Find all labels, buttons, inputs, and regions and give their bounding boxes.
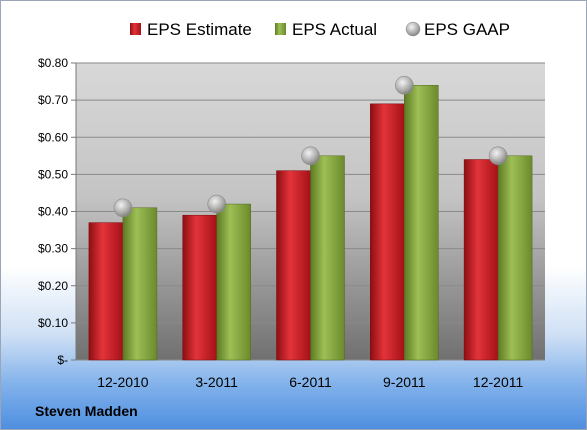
- eps-gaap-marker: [301, 146, 320, 166]
- eps-gaap-marker: [394, 75, 414, 95]
- eps-estimate-bar: [182, 214, 217, 361]
- y-tick-label: $0.80: [38, 56, 68, 70]
- y-axis-ticks: $- $0.10 $0.20 $0.30 $0.40 $0.50 $0.60 $0.70 $0.…: [38, 56, 77, 367]
- legend-swatch: [405, 21, 421, 37]
- company-name: Steven Madden: [35, 403, 138, 419]
- eps-estimate-bar: [276, 170, 311, 361]
- eps-estimate-bar: [463, 159, 499, 361]
- x-tick-label: 9-2011: [383, 374, 426, 390]
- x-tick-label: 12-2010: [97, 374, 149, 390]
- eps-gaap-marker: [488, 146, 508, 166]
- eps-actual-bar: [497, 155, 533, 361]
- eps-gaap-marker: [113, 198, 133, 218]
- legend-swatch: [275, 23, 286, 35]
- y-tick-label: $0.70: [38, 93, 68, 107]
- x-tick-label: 6-2011: [289, 374, 332, 390]
- gaap-markers: [113, 75, 508, 218]
- legend-label: EPS Estimate: [147, 20, 252, 39]
- y-tick-label: $0.60: [38, 130, 68, 144]
- eps-actual-bar: [122, 207, 158, 361]
- y-tick-label: $0.10: [38, 316, 68, 330]
- y-tick-label: $0.50: [38, 167, 68, 181]
- legend-swatch: [130, 23, 141, 35]
- y-tick-label: $0.40: [38, 205, 68, 219]
- x-axis-ticks: 12-2010 3-2011 6-2011 9-2011 12-2011: [97, 374, 523, 390]
- bars: [88, 85, 533, 361]
- eps-estimate-bar: [88, 222, 124, 361]
- eps-actual-bar: [216, 203, 251, 361]
- y-tick-label: $0.30: [38, 242, 68, 256]
- y-tick-label: $0.20: [38, 279, 68, 293]
- eps-actual-bar: [404, 85, 439, 361]
- eps-estimate-bar: [370, 103, 405, 361]
- x-tick-label: 12-2011: [473, 374, 524, 390]
- x-tick-label: 3-2011: [195, 374, 238, 390]
- eps-actual-bar: [310, 155, 345, 361]
- legend-label: EPS GAAP: [424, 20, 510, 39]
- legend-label: EPS Actual: [292, 20, 377, 39]
- legend: EPS Estimate EPS Actual EPS GAAP: [130, 20, 510, 39]
- eps-gaap-marker: [207, 194, 226, 214]
- y-tick-label: $-: [57, 353, 68, 367]
